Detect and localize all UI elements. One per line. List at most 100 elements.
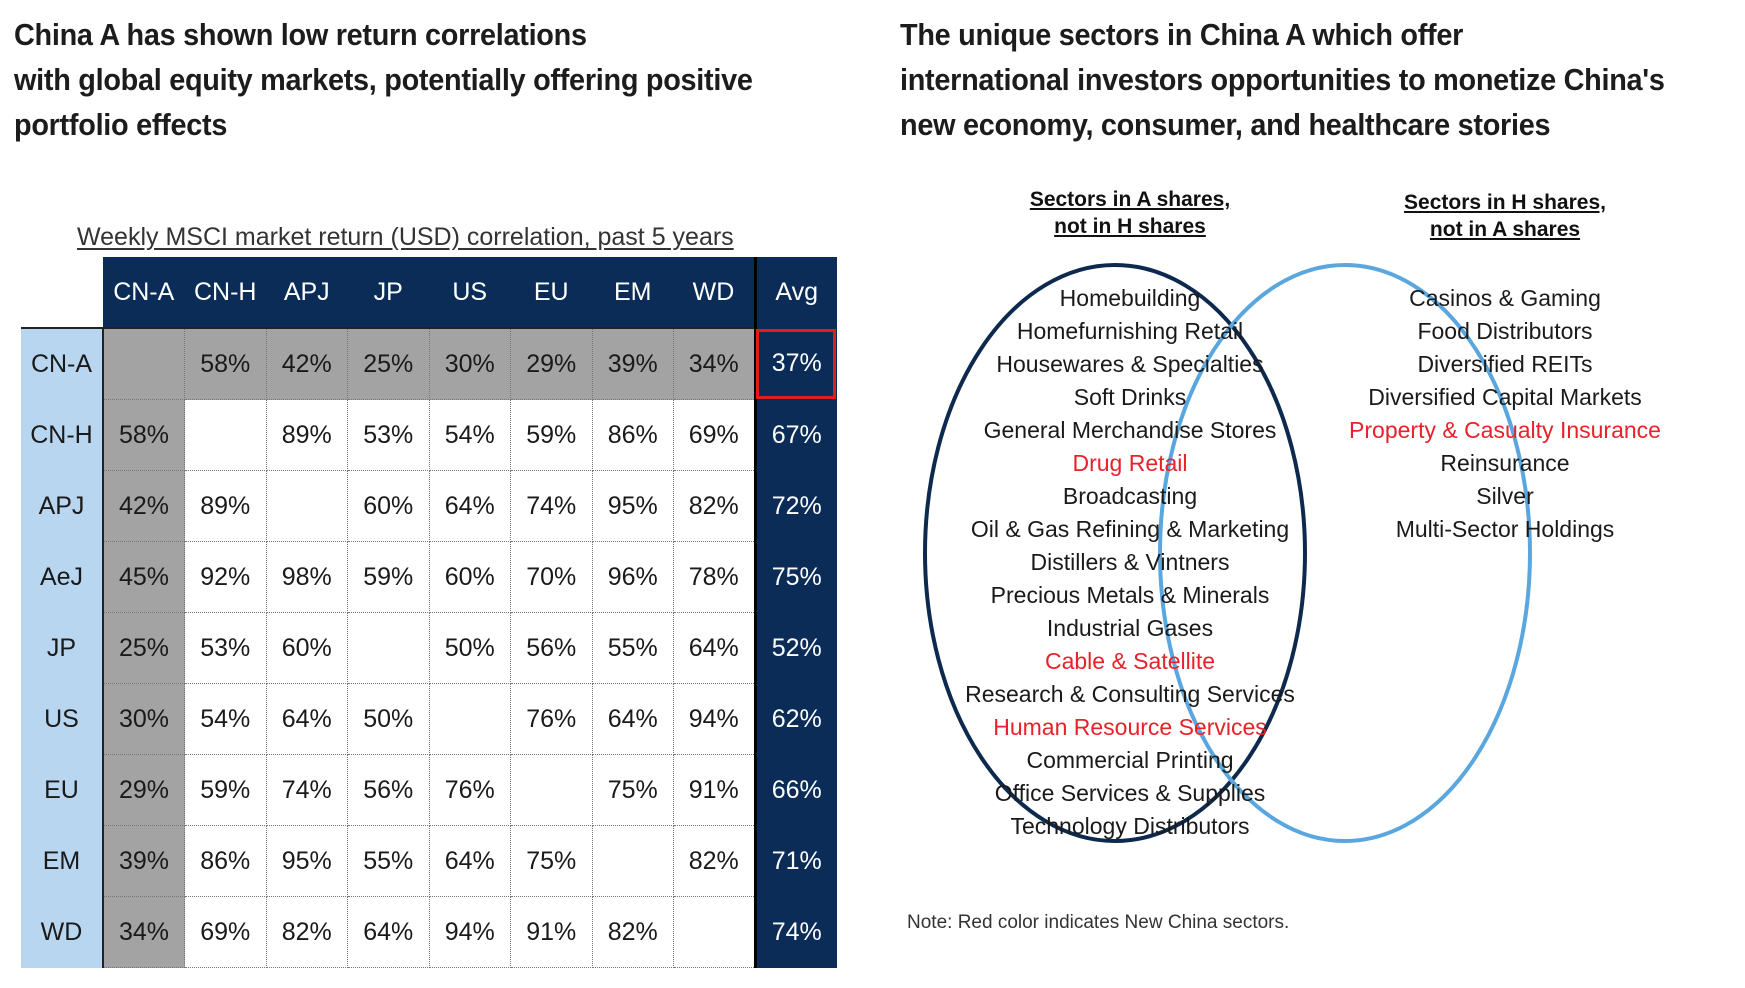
column-header: APJ: [266, 257, 348, 328]
correlation-cell: 64%: [673, 612, 756, 684]
correlation-cell: 34%: [673, 327, 756, 400]
correlation-cell: 34%: [103, 896, 185, 968]
a-sector-item: Housewares & Specialties: [996, 351, 1264, 377]
correlation-cell: 39%: [103, 825, 185, 897]
h-sector-item: Diversified Capital Markets: [1368, 384, 1642, 410]
correlation-cell: 60%: [266, 612, 348, 684]
diagonal-cell: [429, 683, 511, 755]
correlation-cell: 50%: [429, 612, 511, 684]
correlation-cell: 94%: [429, 896, 511, 968]
correlation-cell: 60%: [347, 470, 430, 542]
row-header: JP: [21, 612, 104, 684]
correlation-cell: 75%: [510, 825, 593, 897]
correlation-cell: 74%: [510, 470, 593, 542]
h-sector-item: Multi-Sector Holdings: [1395, 516, 1615, 542]
column-header: EU: [510, 257, 592, 328]
correlation-cell: 76%: [429, 754, 511, 826]
correlation-cell: 53%: [347, 399, 430, 471]
column-header: US: [429, 257, 511, 328]
correlation-cell: 82%: [592, 896, 674, 968]
h-set-title: Sectors in H shares, not in A shares: [1385, 189, 1625, 243]
a-sector-item: Human Resource Services: [993, 714, 1267, 740]
a-set-title-line: Sectors in A shares,: [1029, 188, 1231, 211]
correlation-cell: 58%: [103, 399, 185, 471]
h-set-title-line: not in A shares: [1429, 218, 1581, 241]
correlation-cell: 64%: [429, 470, 511, 542]
correlation-cell: 69%: [673, 399, 756, 471]
diagonal-cell: [347, 612, 430, 684]
a-sector-list: Homebuilding Homefurnishing Retail Housewa…: [930, 282, 1330, 843]
correlation-cell: 82%: [266, 896, 348, 968]
left-headline-line: with global equity markets, potentially …: [14, 62, 753, 97]
row-header: WD: [21, 896, 104, 968]
diagonal-cell: [184, 399, 267, 471]
correlation-cell: 42%: [266, 327, 348, 400]
a-set-title: Sectors in A shares, not in H shares: [1010, 186, 1250, 240]
table-header-row: CN-A CN-H APJ JP US EU EM WD Avg: [21, 257, 837, 328]
correlation-cell: 86%: [184, 825, 267, 897]
row-header: APJ: [21, 470, 104, 542]
correlation-cell: 91%: [510, 896, 593, 968]
row-header: EM: [21, 825, 104, 897]
row-header: US: [21, 683, 104, 755]
h-shares-ellipse: [1158, 263, 1532, 843]
right-headline: The unique sectors in China A which offe…: [900, 12, 1665, 147]
table-row: AeJ 45% 92% 98% 59% 60% 70% 96% 78% 75%: [21, 541, 837, 613]
a-sector-item: Drug Retail: [1072, 450, 1188, 476]
correlation-cell: 75%: [592, 754, 674, 826]
h-sector-item: Diversified REITs: [1417, 351, 1593, 377]
a-sector-item: Homebuilding: [1059, 285, 1201, 311]
correlation-cell: 78%: [673, 541, 756, 613]
correlation-cell: 55%: [347, 825, 430, 897]
a-sector-item: Oil & Gas Refining & Marketing: [970, 516, 1290, 542]
correlation-cell: 92%: [184, 541, 267, 613]
correlation-cell: 82%: [673, 470, 756, 542]
table-row: US 30% 54% 64% 50% 76% 64% 94% 62%: [21, 683, 837, 755]
a-set-title-line: not in H shares: [1054, 215, 1206, 238]
avg-cell: 66%: [753, 754, 837, 826]
correlation-cell: 56%: [510, 612, 593, 684]
h-sector-item: Silver: [1476, 483, 1534, 509]
diagonal-cell: [592, 825, 674, 897]
right-headline-line: international investors opportunities to…: [900, 62, 1665, 97]
table-row: EM 39% 86% 95% 55% 64% 75% 82% 71%: [21, 825, 837, 897]
footnote: Note: Red color indicates New China sect…: [907, 912, 1290, 933]
a-sector-item: General Merchandise Stores: [983, 417, 1277, 443]
table-row: WD 34% 69% 82% 64% 94% 91% 82% 74%: [21, 896, 837, 968]
correlation-cell: 39%: [592, 327, 674, 400]
diagonal-cell: [510, 754, 593, 826]
avg-column-header: Avg: [753, 257, 837, 328]
avg-cell: 71%: [753, 825, 837, 897]
a-sector-item: Soft Drinks: [1073, 384, 1187, 410]
correlation-cell: 42%: [103, 470, 185, 542]
a-sector-item: Precious Metals & Minerals: [990, 582, 1270, 608]
correlation-cell: 64%: [266, 683, 348, 755]
column-header: JP: [347, 257, 429, 328]
diagonal-cell: [103, 327, 185, 400]
correlation-cell: 45%: [103, 541, 185, 613]
h-sector-item: Reinsurance: [1440, 450, 1570, 476]
correlation-cell: 89%: [184, 470, 267, 542]
avg-cell: 74%: [753, 896, 837, 968]
correlation-cell: 30%: [429, 327, 511, 400]
row-header: CN-H: [21, 399, 104, 471]
h-sector-list: Casinos & Gaming Food Distributors Diversi…: [1340, 282, 1670, 546]
table-row: JP 25% 53% 60% 50% 56% 55% 64% 52%: [21, 612, 837, 684]
correlation-cell: 53%: [184, 612, 267, 684]
correlation-cell: 30%: [103, 683, 185, 755]
correlation-cell: 59%: [510, 399, 593, 471]
correlation-cell: 54%: [429, 399, 511, 471]
correlation-cell: 59%: [347, 541, 430, 613]
correlation-cell: 25%: [103, 612, 185, 684]
h-set-title-line: Sectors in H shares,: [1404, 191, 1606, 214]
correlation-cell: 95%: [592, 470, 674, 542]
correlation-cell: 74%: [266, 754, 348, 826]
correlation-table: CN-A CN-H APJ JP US EU EM WD Avg CN-A 58% 42% 25% 30…: [21, 257, 837, 968]
correlation-cell: 89%: [266, 399, 348, 471]
correlation-cell: 64%: [347, 896, 430, 968]
correlation-cell: 29%: [103, 754, 185, 826]
avg-cell-highlighted: 37%: [753, 328, 837, 400]
diagonal-cell: [673, 896, 756, 968]
a-sector-item: Cable & Satellite: [1044, 648, 1216, 674]
column-header: WD: [673, 257, 755, 328]
